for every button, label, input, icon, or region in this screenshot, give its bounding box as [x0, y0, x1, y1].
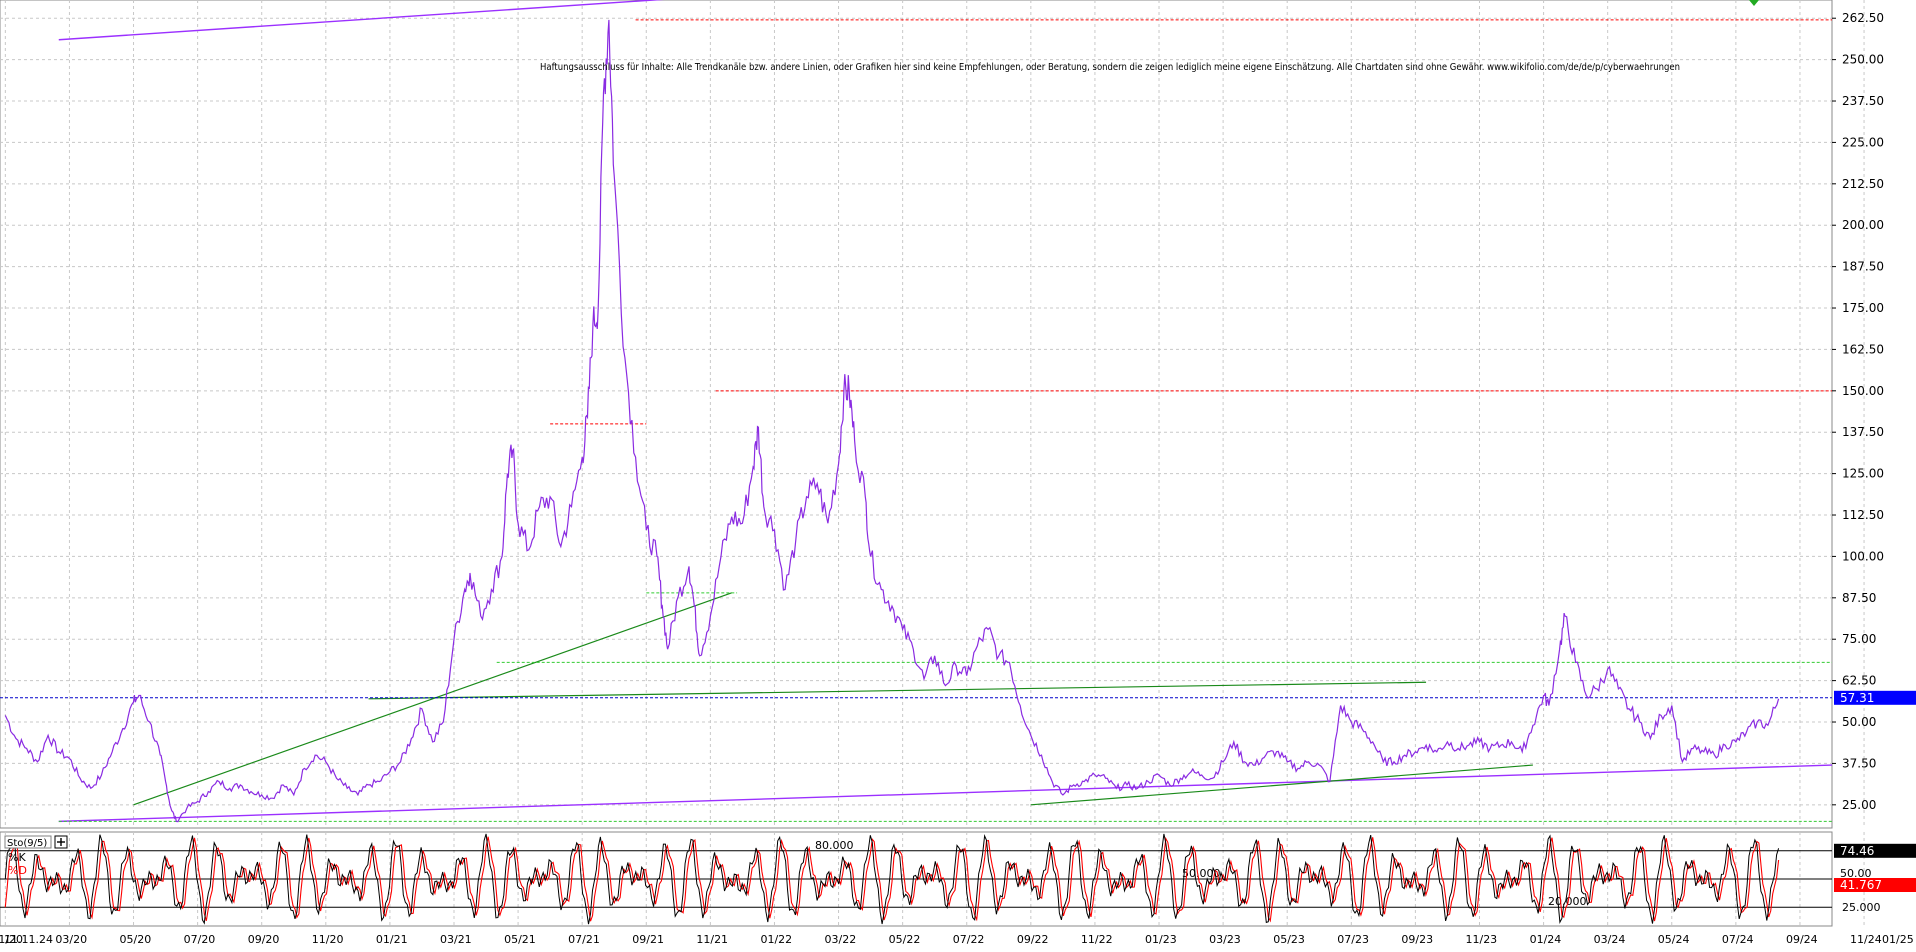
x-tick-label: 11/20 — [312, 933, 344, 946]
x-tick-label: 05/21 — [504, 933, 536, 946]
price-tick-label: 175.00 — [1842, 301, 1884, 315]
annotation-layer — [0, 0, 1833, 823]
x-tick-label: 11/21 — [696, 933, 728, 946]
price-tick-label: 187.50 — [1842, 260, 1884, 274]
k-value-badge — [1834, 843, 1916, 858]
price-tick-label: 50.00 — [1842, 715, 1876, 729]
x-tick-label: 11/22 — [1081, 933, 1113, 946]
x-tick-label: 07/20 — [184, 933, 216, 946]
current-price-badge — [1834, 690, 1916, 705]
price-tick-label: 112.50 — [1842, 508, 1884, 522]
current-price-value: 57.31 — [1840, 691, 1874, 705]
d-value-badge — [1834, 878, 1916, 892]
x-tick-label: 11/23 — [1465, 933, 1497, 946]
x-tick-label: 05/24 — [1658, 933, 1690, 946]
x-tick-label: 07/22 — [953, 933, 985, 946]
x-tick-label: 01/21 — [376, 933, 408, 946]
arrow-marker-icon — [1749, 0, 1759, 6]
sto-level-label: 20.000 — [1548, 895, 1587, 908]
x-tick-label: 11/24 — [1850, 933, 1882, 946]
price-tick-label: 237.50 — [1842, 94, 1884, 108]
x-tick-label: 07/21 — [568, 933, 600, 946]
sto-expand-button[interactable] — [54, 835, 68, 849]
price-tick-label: 212.50 — [1842, 177, 1884, 191]
x-tick-label: 01/25 — [1882, 933, 1914, 946]
x-tick-label: 09/20 — [248, 933, 280, 946]
k-value: 74.46 — [1840, 844, 1874, 858]
sto-right-tick: 25.000 — [1842, 901, 1881, 914]
price-tick-label: 100.00 — [1842, 549, 1884, 563]
x-tick-label: 05/20 — [120, 933, 152, 946]
price-pane-frame — [0, 0, 1833, 829]
price-tick-label: 200.00 — [1842, 218, 1884, 232]
trend-line — [1030, 764, 1533, 806]
lower-channel-line — [58, 764, 1833, 823]
x-tick-label: 05/23 — [1273, 933, 1305, 946]
sto-k-line — [4, 833, 1780, 925]
x-tick-label: 01/24 — [1530, 933, 1562, 946]
axis-layer: 262.50 250.00 237.50 225.00 212.50 200.00 187.… — [0, 11, 1916, 946]
price-tick-label: 137.50 — [1842, 425, 1884, 439]
x-tick-label: 09/22 — [1017, 933, 1049, 946]
grid-layer — [0, 0, 1865, 927]
price-tick-label: 25.00 — [1842, 798, 1876, 812]
x-tick-label: 09/23 — [1401, 933, 1433, 946]
x-tick-label: 05/22 — [889, 933, 921, 946]
trend-line — [133, 592, 732, 806]
price-layer — [4, 19, 1780, 823]
sto-label: Sto(9/5) — [7, 838, 47, 849]
x-tick-label: 01/23 — [1145, 933, 1177, 946]
price-tick-label: 62.50 — [1842, 674, 1876, 688]
price-tick-label: 75.00 — [1842, 632, 1876, 646]
price-tick-label: 250.00 — [1842, 53, 1884, 67]
stochastic-layer: 80.000 50.000 20.000 — [0, 833, 1832, 925]
x-tick-label: 03/24 — [1594, 933, 1626, 946]
x-tick-label: 03/22 — [825, 933, 857, 946]
sto-d-line — [4, 836, 1780, 923]
x-tick-label: 03/23 — [1209, 933, 1241, 946]
x-tick-label: 11.11.24 — [4, 933, 53, 946]
price-tick-label: 225.00 — [1842, 135, 1884, 149]
x-tick-label: 03/20 — [55, 933, 87, 946]
x-tick-label: 09/21 — [632, 933, 664, 946]
price-tick-label: 125.00 — [1842, 467, 1884, 481]
price-tick-label: 87.50 — [1842, 591, 1876, 605]
text-layer: Haftungsausschluss für Inhalte: Alle Tre… — [4, 0, 1759, 877]
price-tick-label: 37.50 — [1842, 756, 1876, 770]
sto-label-box — [4, 835, 52, 849]
x-tick-label: 09/24 — [1786, 933, 1818, 946]
x-tick-label: 01/22 — [760, 933, 792, 946]
x-tick-label: 07/24 — [1722, 933, 1754, 946]
price-series-line — [4, 19, 1780, 823]
x-tick-label: 03/21 — [440, 933, 472, 946]
trend-line — [368, 681, 1427, 700]
upper-channel-line — [58, 0, 665, 41]
sto-level-label: 50.000 — [1182, 867, 1221, 880]
x-tick-label: 07/23 — [1337, 933, 1369, 946]
x-tick-label: 01/20 — [0, 933, 23, 946]
price-tick-label: 150.00 — [1842, 384, 1884, 398]
d-value: 41.767 — [1840, 878, 1882, 892]
disclaimer-text: Haftungsausschluss für Inhalte: Alle Tre… — [540, 62, 1680, 73]
price-tick-label: 262.50 — [1842, 11, 1884, 25]
mid-value: 50.00 — [1840, 867, 1872, 880]
k-legend-label: %K — [8, 851, 26, 864]
sto-level-label: 80.000 — [815, 839, 854, 852]
price-tick-label: 162.50 — [1842, 342, 1884, 356]
d-legend-label: %D — [8, 864, 27, 877]
